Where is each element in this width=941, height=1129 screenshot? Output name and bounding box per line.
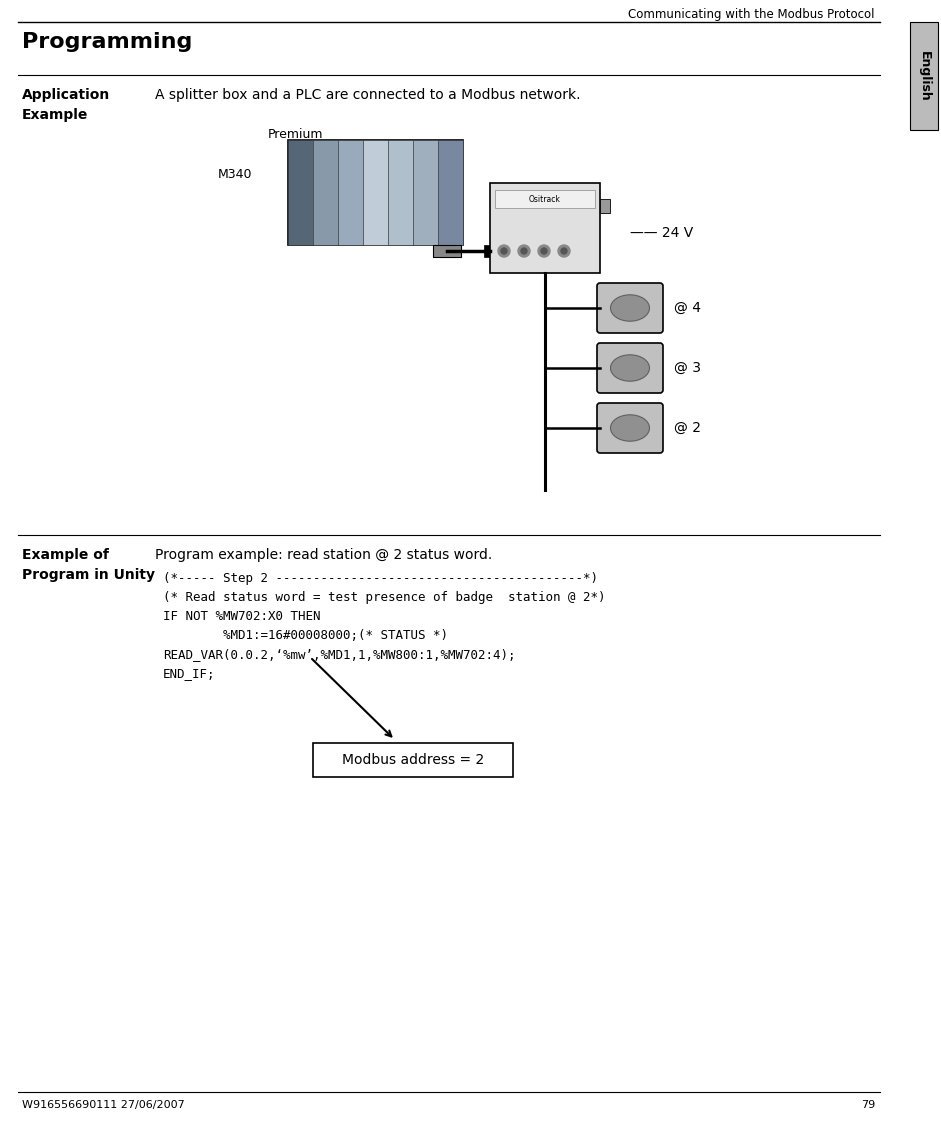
Text: (* Read status word = test presence of badge  station @ 2*): (* Read status word = test presence of b…: [163, 590, 605, 604]
Ellipse shape: [611, 295, 649, 321]
Text: Application
Example: Application Example: [22, 88, 110, 122]
FancyBboxPatch shape: [597, 403, 663, 453]
Text: Modbus address = 2: Modbus address = 2: [342, 753, 484, 767]
FancyBboxPatch shape: [600, 199, 610, 213]
Text: (*----- Step 2 -----------------------------------------*): (*----- Step 2 -------------------------…: [163, 572, 598, 585]
Circle shape: [518, 245, 530, 257]
Text: Ositrack: Ositrack: [529, 194, 561, 203]
Circle shape: [541, 248, 547, 254]
Circle shape: [501, 248, 507, 254]
Text: —— 24 V: —— 24 V: [630, 226, 694, 240]
FancyBboxPatch shape: [910, 21, 938, 130]
Circle shape: [558, 245, 570, 257]
Ellipse shape: [611, 355, 649, 382]
Circle shape: [538, 245, 550, 257]
Text: END_IF;: END_IF;: [163, 667, 215, 680]
Text: @ 4: @ 4: [674, 301, 701, 315]
Circle shape: [561, 248, 567, 254]
FancyBboxPatch shape: [495, 190, 595, 208]
FancyBboxPatch shape: [597, 283, 663, 333]
Ellipse shape: [611, 414, 649, 441]
FancyBboxPatch shape: [484, 245, 496, 257]
FancyBboxPatch shape: [363, 140, 388, 245]
Text: @ 3: @ 3: [674, 361, 701, 375]
Text: Program example: read station @ 2 status word.: Program example: read station @ 2 status…: [155, 548, 492, 562]
Text: Example of
Program in Unity: Example of Program in Unity: [22, 548, 155, 581]
Text: Communicating with the Modbus Protocol: Communicating with the Modbus Protocol: [629, 8, 875, 21]
FancyBboxPatch shape: [438, 140, 463, 245]
Text: Premium: Premium: [268, 128, 324, 141]
Circle shape: [521, 248, 527, 254]
FancyBboxPatch shape: [413, 140, 438, 245]
FancyBboxPatch shape: [388, 140, 413, 245]
Text: IF NOT %MW702:X0 THEN: IF NOT %MW702:X0 THEN: [163, 610, 321, 623]
FancyBboxPatch shape: [433, 245, 461, 257]
Text: W916556690111 27/06/2007: W916556690111 27/06/2007: [22, 1100, 184, 1110]
FancyBboxPatch shape: [313, 140, 338, 245]
Text: A splitter box and a PLC are connected to a Modbus network.: A splitter box and a PLC are connected t…: [155, 88, 581, 102]
Text: READ_VAR(0.0.2,‘%mw’,%MD1,1,%MW800:1,%MW702:4);: READ_VAR(0.0.2,‘%mw’,%MD1,1,%MW800:1,%MW…: [163, 648, 516, 660]
FancyBboxPatch shape: [288, 140, 313, 245]
Text: English: English: [917, 51, 931, 102]
FancyBboxPatch shape: [313, 743, 513, 777]
FancyBboxPatch shape: [288, 140, 463, 245]
Text: %MD1:=16#00008000;(* STATUS *): %MD1:=16#00008000;(* STATUS *): [163, 629, 448, 642]
Text: Programming: Programming: [22, 32, 192, 52]
Circle shape: [498, 245, 510, 257]
Text: @ 2: @ 2: [674, 421, 701, 435]
Text: 79: 79: [861, 1100, 875, 1110]
FancyBboxPatch shape: [338, 140, 363, 245]
FancyBboxPatch shape: [490, 183, 600, 273]
FancyBboxPatch shape: [597, 343, 663, 393]
Text: M340: M340: [218, 168, 252, 181]
